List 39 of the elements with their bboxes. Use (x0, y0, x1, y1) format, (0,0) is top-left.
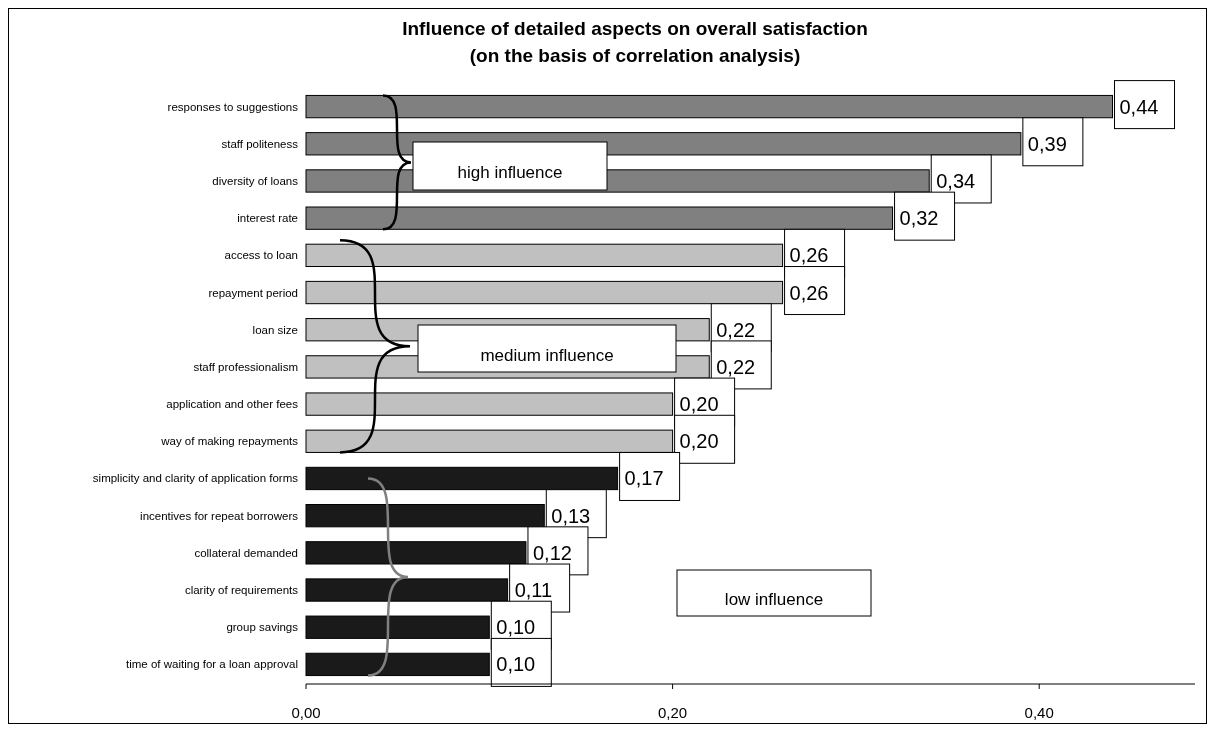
y-tick-label: staff politeness (221, 137, 299, 150)
chart-title: Influence of detailed aspects on overall satisfaction (on the basis of correlation analysis) (402, 18, 868, 66)
y-tick-label: group savings (226, 621, 299, 634)
data-label: 0,17 (624, 467, 664, 490)
data-label: 0,26 (789, 281, 829, 304)
data-label: 0,20 (679, 430, 719, 453)
y-tick-label: incentives for repeat borrowers (140, 509, 299, 522)
y-tick-label: clarity of requirements (184, 584, 299, 597)
y-tick-label: access to loan (224, 249, 298, 262)
data-label: 0,44 (1119, 95, 1159, 118)
data-label: 0,10 (496, 653, 536, 676)
y-tick-label: simplicity and clarity of application forms (92, 472, 299, 485)
data-label: 0,11 (514, 579, 553, 602)
y-tick-label: application and other fees (166, 398, 299, 411)
y-tick-label: responses to suggestions (167, 100, 299, 113)
y-tick-label: interest rate (237, 212, 298, 225)
x-tick-label: 0,40 (1024, 704, 1054, 721)
data-label: 0,39 (1027, 132, 1067, 155)
y-tick-label: diversity of loans (212, 174, 299, 187)
data-label: 0,13 (551, 504, 591, 527)
y-tick-label: staff professionalism (193, 360, 298, 373)
data-label: 0,12 (532, 541, 572, 564)
data-label: 0,34 (936, 169, 976, 192)
y-tick-label: time of waiting for a loan approval (126, 658, 298, 671)
data-label: 0,26 (789, 244, 829, 267)
y-tick-label: way of making repayments (160, 435, 299, 448)
data-label: 0,22 (716, 318, 756, 341)
annotation: low influence (724, 590, 824, 609)
data-label: 0,22 (716, 355, 756, 378)
annotation: high influence (457, 163, 563, 182)
data-label: 0,20 (679, 393, 719, 416)
y-tick-label: collateral demanded (194, 546, 298, 559)
x-tick-label: 0,20 (658, 704, 688, 721)
annotation: medium influence (480, 345, 614, 365)
y-tick-label: loan size (252, 323, 298, 336)
y-tick-label: repayment period (208, 286, 298, 299)
data-label: 0,10 (496, 616, 536, 639)
x-tick-label: 0,00 (291, 704, 321, 721)
data-label: 0,32 (899, 207, 939, 230)
